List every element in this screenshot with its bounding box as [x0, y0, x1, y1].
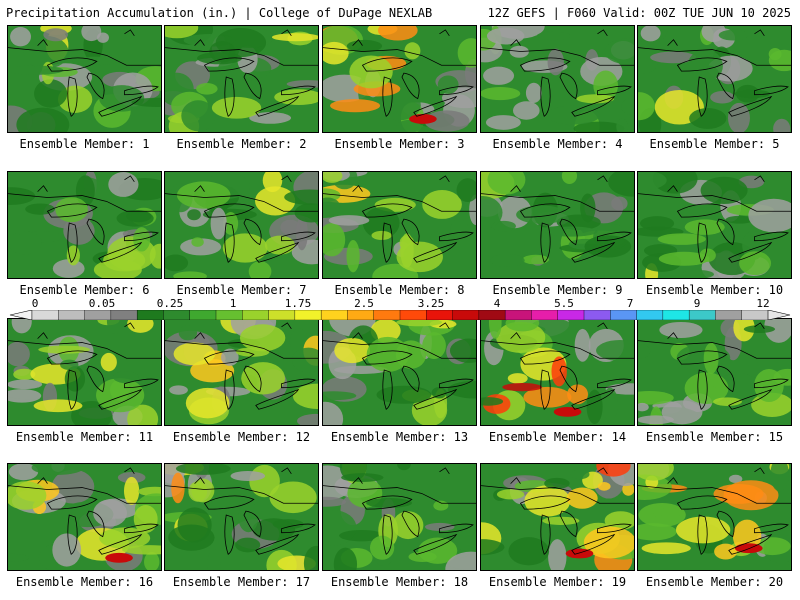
- ensemble-member-map: [322, 463, 477, 571]
- colorbar-swatch: [294, 310, 322, 320]
- colorbar-min-arrow: [9, 310, 33, 320]
- ensemble-member-label: Ensemble Member: 20: [645, 575, 784, 589]
- colorbar-tick-label: 9: [693, 297, 701, 310]
- ensemble-member-map: [164, 318, 319, 426]
- colorbar-swatch: [715, 310, 743, 320]
- colorbar-swatch: [373, 310, 401, 320]
- ensemble-member-label: Ensemble Member: 2: [176, 137, 307, 151]
- ensemble-member-label: Ensemble Member: 19: [488, 575, 627, 589]
- colorbar-swatch: [399, 310, 427, 320]
- ensemble-member-map: [322, 171, 477, 279]
- colorbar-tick-label: 0: [31, 297, 39, 310]
- colorbar-swatch: [84, 310, 112, 320]
- colorbar-swatch: [636, 310, 664, 320]
- colorbar-tick-label: 4: [493, 297, 501, 310]
- colorbar-swatch: [163, 310, 191, 320]
- ensemble-member-label: Ensemble Member: 15: [645, 430, 784, 444]
- colorbar-tick-label: 2.5: [354, 297, 374, 310]
- colorbar-tick-label: 7: [626, 297, 634, 310]
- precipitation-colorbar: [0, 310, 800, 320]
- colorbar-swatch: [215, 310, 243, 320]
- colorbar-swatch: [610, 310, 638, 320]
- colorbar-swatch: [504, 310, 532, 320]
- colorbar-tick-label: 1: [229, 297, 237, 310]
- ensemble-member-label: Ensemble Member: 11: [15, 430, 154, 444]
- colorbar-swatch: [741, 310, 769, 320]
- colorbar-swatch: [320, 310, 348, 320]
- colorbar-swatch: [347, 310, 375, 320]
- colorbar-swatch: [31, 310, 59, 320]
- ensemble-member-label: Ensemble Member: 7: [176, 283, 307, 297]
- colorbar-swatch: [58, 310, 86, 320]
- ensemble-member-map: [7, 318, 162, 426]
- ensemble-member-map: [322, 318, 477, 426]
- colorbar-swatch: [242, 310, 270, 320]
- ensemble-member-label: Ensemble Member: 17: [172, 575, 311, 589]
- colorbar-swatch: [189, 310, 217, 320]
- ensemble-member-map: [164, 463, 319, 571]
- ensemble-member-map: [164, 25, 319, 133]
- colorbar-swatch: [426, 310, 454, 320]
- ensemble-member-map: [480, 171, 635, 279]
- colorbar-swatch: [136, 310, 164, 320]
- colorbar-tick-label: 1.75: [284, 297, 312, 310]
- ensemble-member-map: [637, 171, 792, 279]
- ensemble-member-map: [480, 25, 635, 133]
- ensemble-member-map: [7, 463, 162, 571]
- colorbar-swatch: [478, 310, 506, 320]
- colorbar-swatch: [583, 310, 611, 320]
- colorbar-tick-label: 0.05: [88, 297, 116, 310]
- ensemble-member-map: [164, 171, 319, 279]
- ensemble-member-label: Ensemble Member: 12: [172, 430, 311, 444]
- colorbar-tick-label: 0.25: [156, 297, 184, 310]
- colorbar-swatch: [531, 310, 559, 320]
- map-title: Precipitation Accumulation (in.) | Colle…: [6, 6, 433, 20]
- ensemble-member-label: Ensemble Member: 10: [645, 283, 784, 297]
- ensemble-member-map: [637, 463, 792, 571]
- ensemble-member-label: Ensemble Member: 9: [492, 283, 623, 297]
- colorbar-tick-label: 12: [756, 297, 770, 310]
- colorbar-tick-label: 3.25: [417, 297, 445, 310]
- colorbar-max-arrow: [767, 310, 791, 320]
- colorbar-swatch: [110, 310, 138, 320]
- ensemble-member-label: Ensemble Member: 3: [334, 137, 465, 151]
- ensemble-member-label: Ensemble Member: 16: [15, 575, 154, 589]
- ensemble-member-map: [480, 463, 635, 571]
- ensemble-member-label: Ensemble Member: 14: [488, 430, 627, 444]
- ensemble-member-map: [7, 171, 162, 279]
- colorbar-swatch: [688, 310, 716, 320]
- ensemble-member-label: Ensemble Member: 8: [334, 283, 465, 297]
- ensemble-member-label: Ensemble Member: 13: [330, 430, 469, 444]
- ensemble-member-label: Ensemble Member: 4: [492, 137, 623, 151]
- ensemble-member-map: [322, 25, 477, 133]
- colorbar-swatch: [662, 310, 690, 320]
- colorbar-swatch: [268, 310, 296, 320]
- ensemble-member-label: Ensemble Member: 6: [19, 283, 150, 297]
- ensemble-member-label: Ensemble Member: 18: [330, 575, 469, 589]
- ensemble-member-label: Ensemble Member: 5: [649, 137, 780, 151]
- model-run-info: 12Z GEFS | F060 Valid: 00Z TUE JUN 10 20…: [487, 6, 791, 20]
- ensemble-member-map: [480, 318, 635, 426]
- ensemble-member-map: [637, 25, 792, 133]
- colorbar-swatch: [557, 310, 585, 320]
- ensemble-member-map: [637, 318, 792, 426]
- ensemble-member-label: Ensemble Member: 1: [19, 137, 150, 151]
- colorbar-tick-label: 5.5: [554, 297, 574, 310]
- ensemble-member-map: [7, 25, 162, 133]
- colorbar-swatch: [452, 310, 480, 320]
